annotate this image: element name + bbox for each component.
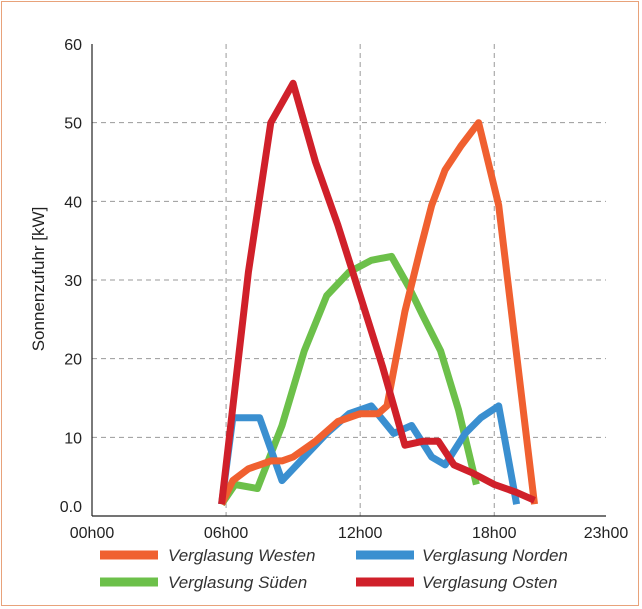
legend-label-2: Verglasung Süden xyxy=(168,573,307,592)
series-line-2 xyxy=(218,252,480,507)
series-line-1 xyxy=(218,402,521,505)
y-tick-label-0: 0.0 xyxy=(60,499,82,516)
x-tick-label-2: 12h00 xyxy=(338,525,383,542)
series-line-3 xyxy=(218,79,536,505)
x-tick-label-4: 23h00 xyxy=(584,525,629,542)
y-tick-label-5: 50 xyxy=(64,116,82,133)
axes xyxy=(91,44,606,517)
legend: Verglasung Westen Verglasung Norden Vergla… xyxy=(100,546,568,592)
x-tick-label-1: 06h00 xyxy=(204,525,249,542)
legend-label-3: Verglasung Osten xyxy=(422,573,557,592)
tick-labels: 0.0 10 20 30 40 50 60 00h00 06h00 12h00 18h00 23h00 xyxy=(60,37,629,542)
y-tick-label-1: 10 xyxy=(64,430,82,447)
legend-label-1: Verglasung Norden xyxy=(422,546,568,565)
y-axis-label: Sonnenzufuhr [kW] xyxy=(29,207,48,352)
series-line-0 xyxy=(218,119,538,506)
series-lines xyxy=(218,79,538,507)
legend-label-0: Verglasung Westen xyxy=(168,546,315,565)
y-tick-label-4: 40 xyxy=(64,194,82,211)
grid xyxy=(92,44,606,516)
y-tick-label-3: 30 xyxy=(64,273,82,290)
y-tick-label-2: 20 xyxy=(64,352,82,369)
x-tick-label-0: 00h00 xyxy=(70,525,115,542)
x-tick-label-3: 18h00 xyxy=(472,525,517,542)
y-tick-label-6: 60 xyxy=(64,37,82,54)
